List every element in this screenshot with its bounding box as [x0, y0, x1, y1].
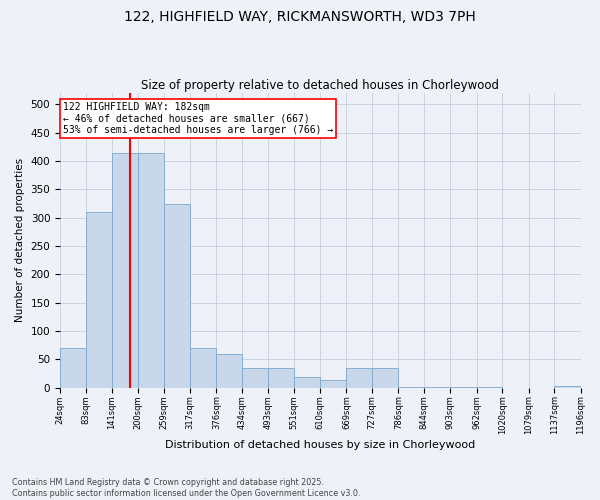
- Text: 122, HIGHFIELD WAY, RICKMANSWORTH, WD3 7PH: 122, HIGHFIELD WAY, RICKMANSWORTH, WD3 7…: [124, 10, 476, 24]
- Bar: [138, 152, 164, 388]
- Title: Size of property relative to detached houses in Chorleywood: Size of property relative to detached ho…: [141, 79, 499, 92]
- X-axis label: Distribution of detached houses by size in Chorleywood: Distribution of detached houses by size …: [165, 440, 475, 450]
- Bar: [476, 386, 502, 388]
- Bar: [294, 378, 320, 388]
- Bar: [554, 386, 581, 388]
- Bar: [86, 212, 112, 388]
- Bar: [451, 386, 476, 388]
- Bar: [346, 368, 372, 388]
- Bar: [320, 380, 346, 388]
- Bar: [372, 368, 398, 388]
- Bar: [242, 368, 268, 388]
- Bar: [217, 354, 242, 388]
- Bar: [164, 204, 190, 388]
- Bar: [424, 386, 451, 388]
- Bar: [190, 348, 217, 388]
- Text: Contains HM Land Registry data © Crown copyright and database right 2025.
Contai: Contains HM Land Registry data © Crown c…: [12, 478, 361, 498]
- Bar: [112, 152, 138, 388]
- Y-axis label: Number of detached properties: Number of detached properties: [15, 158, 25, 322]
- Bar: [268, 368, 294, 388]
- Bar: [398, 386, 424, 388]
- Text: 122 HIGHFIELD WAY: 182sqm
← 46% of detached houses are smaller (667)
53% of semi: 122 HIGHFIELD WAY: 182sqm ← 46% of detac…: [62, 102, 333, 135]
- Bar: [60, 348, 86, 388]
